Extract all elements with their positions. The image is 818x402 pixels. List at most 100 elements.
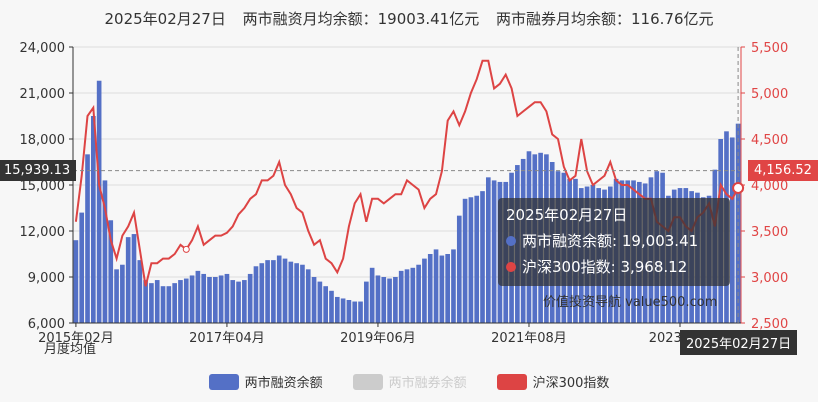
financing-bar (439, 255, 445, 323)
financing-bar (224, 273, 230, 323)
financing-bar (201, 273, 207, 323)
financing-bar (79, 212, 85, 323)
right-axis-tick-label: 4,000 (751, 179, 788, 194)
financing-bar (265, 260, 270, 323)
tooltip-csi300-dot (506, 261, 516, 272)
financing-bar (369, 267, 375, 323)
financing-bar (346, 300, 352, 323)
financing-bar (73, 240, 79, 323)
financing-bar (387, 278, 392, 323)
financing-bar (259, 263, 265, 323)
financing-bar (183, 278, 189, 323)
x-axis-tick-label: 2017年04月 (189, 331, 265, 346)
right-axis-tick-label: 2,500 (751, 317, 788, 332)
right-axis-tick-label: 5,000 (751, 87, 788, 102)
financing-bar (294, 263, 299, 323)
financing-bar (149, 283, 154, 323)
financing-bar (131, 234, 137, 323)
financing-bar (334, 296, 340, 323)
legend-item-csi300[interactable]: 沪深300指数 (496, 372, 610, 391)
financing-bar (393, 277, 398, 323)
right-axis-pointer-label: 4,156.52 (748, 160, 818, 181)
financing-bar (120, 264, 125, 323)
financing-bar (456, 215, 462, 323)
financing-bar (207, 277, 212, 323)
financing-bar (398, 270, 404, 323)
left-axis-tick-label: 24,000 (20, 41, 66, 56)
financing-bar (317, 281, 323, 323)
tooltip-financing-dot (506, 235, 516, 246)
tooltip-financing-value: 两市融资余额: 19,003.41 (522, 232, 699, 250)
financing-bar (480, 191, 485, 323)
legend-label-financing: 两市融资余额 (244, 376, 323, 391)
csi300-hover-point (732, 181, 745, 194)
financing-bar (96, 80, 102, 323)
financing-bar (491, 180, 497, 323)
x-axis-sub-label: 月度均值 (44, 341, 96, 357)
legend-swatch-csi300 (496, 373, 527, 390)
legend-label-csi300: 沪深300指数 (532, 376, 610, 391)
financing-bar (247, 273, 253, 323)
legend-swatch-lending (352, 373, 383, 390)
legend-item-financing[interactable]: 两市融资余额 (208, 372, 323, 391)
financing-bar (468, 197, 474, 323)
financing-bar (729, 137, 735, 323)
financing-bar (236, 281, 241, 323)
financing-bar (230, 280, 236, 323)
financing-bar (108, 220, 114, 323)
financing-bar (189, 275, 195, 323)
financing-bar (451, 249, 456, 323)
right-axis-tick-label: 4,500 (751, 133, 788, 148)
right-axis-tick-label: 5,500 (751, 41, 788, 56)
x-axis-tick-label: 2021年08月 (491, 331, 567, 346)
financing-bar (195, 270, 201, 323)
financing-bar (323, 286, 329, 323)
legend-item-lending[interactable]: 两市融券余额 (352, 372, 467, 391)
x-axis-tick-label: 2019年06月 (340, 331, 416, 346)
left-axis-pointer-label: 15,939.13 (0, 160, 77, 181)
financing-bar (404, 269, 410, 323)
financing-bar (433, 249, 439, 323)
financing-bar (276, 255, 282, 323)
financing-bar (445, 254, 450, 323)
financing-bar (375, 275, 381, 323)
x-axis-tick-label: 2015年02月 (38, 331, 114, 346)
financing-bar (485, 177, 491, 323)
left-axis-tick-label: 12,000 (20, 225, 66, 240)
title-lending-average: 两市融券月均余额：116.76亿元 (496, 10, 714, 28)
left-axis-tick-label: 9,000 (28, 271, 65, 286)
financing-bar (172, 283, 177, 323)
title-date: 2025年02月27日 (104, 10, 226, 28)
financing-bar (329, 290, 334, 323)
financing-bar (218, 275, 224, 323)
financing-bar (253, 266, 259, 323)
csi300-marker (182, 245, 190, 253)
left-axis-tick-label: 6,000 (28, 317, 65, 332)
financing-bar (422, 258, 427, 323)
financing-bar (352, 301, 358, 323)
financing-bar (340, 298, 346, 323)
financing-bar (271, 260, 276, 323)
financing-bar (305, 269, 311, 323)
tooltip-row-csi300: 沪深300指数: 3,968.12 (506, 256, 722, 277)
financing-bar (160, 286, 166, 323)
financing-bar (462, 198, 468, 323)
financing-bar (282, 258, 288, 323)
financing-bar (381, 277, 387, 323)
financing-bar (300, 264, 305, 323)
tooltip-row-financing: 两市融资余额: 19,003.41 (506, 230, 722, 251)
watermark: 价值投资导航 value500.com (543, 295, 718, 310)
tooltip-date: 2025年02月27日 (506, 206, 628, 224)
financing-bar (427, 254, 433, 323)
financing-bar (416, 264, 421, 323)
financing-bar (242, 280, 247, 323)
left-axis-tick-label: 21,000 (20, 87, 66, 102)
title-financing-average: 两市融资月均余额：19003.41亿元 (242, 10, 480, 28)
financing-bar (102, 180, 108, 323)
financing-bar (91, 116, 96, 323)
financing-bar (125, 237, 131, 323)
financing-bar (410, 267, 416, 323)
chart-title: 2025年02月27日 两市融资月均余额：19003.41亿元 两市融券月均余额… (0, 8, 818, 29)
financing-bar (178, 280, 183, 323)
financing-bar (143, 280, 148, 323)
